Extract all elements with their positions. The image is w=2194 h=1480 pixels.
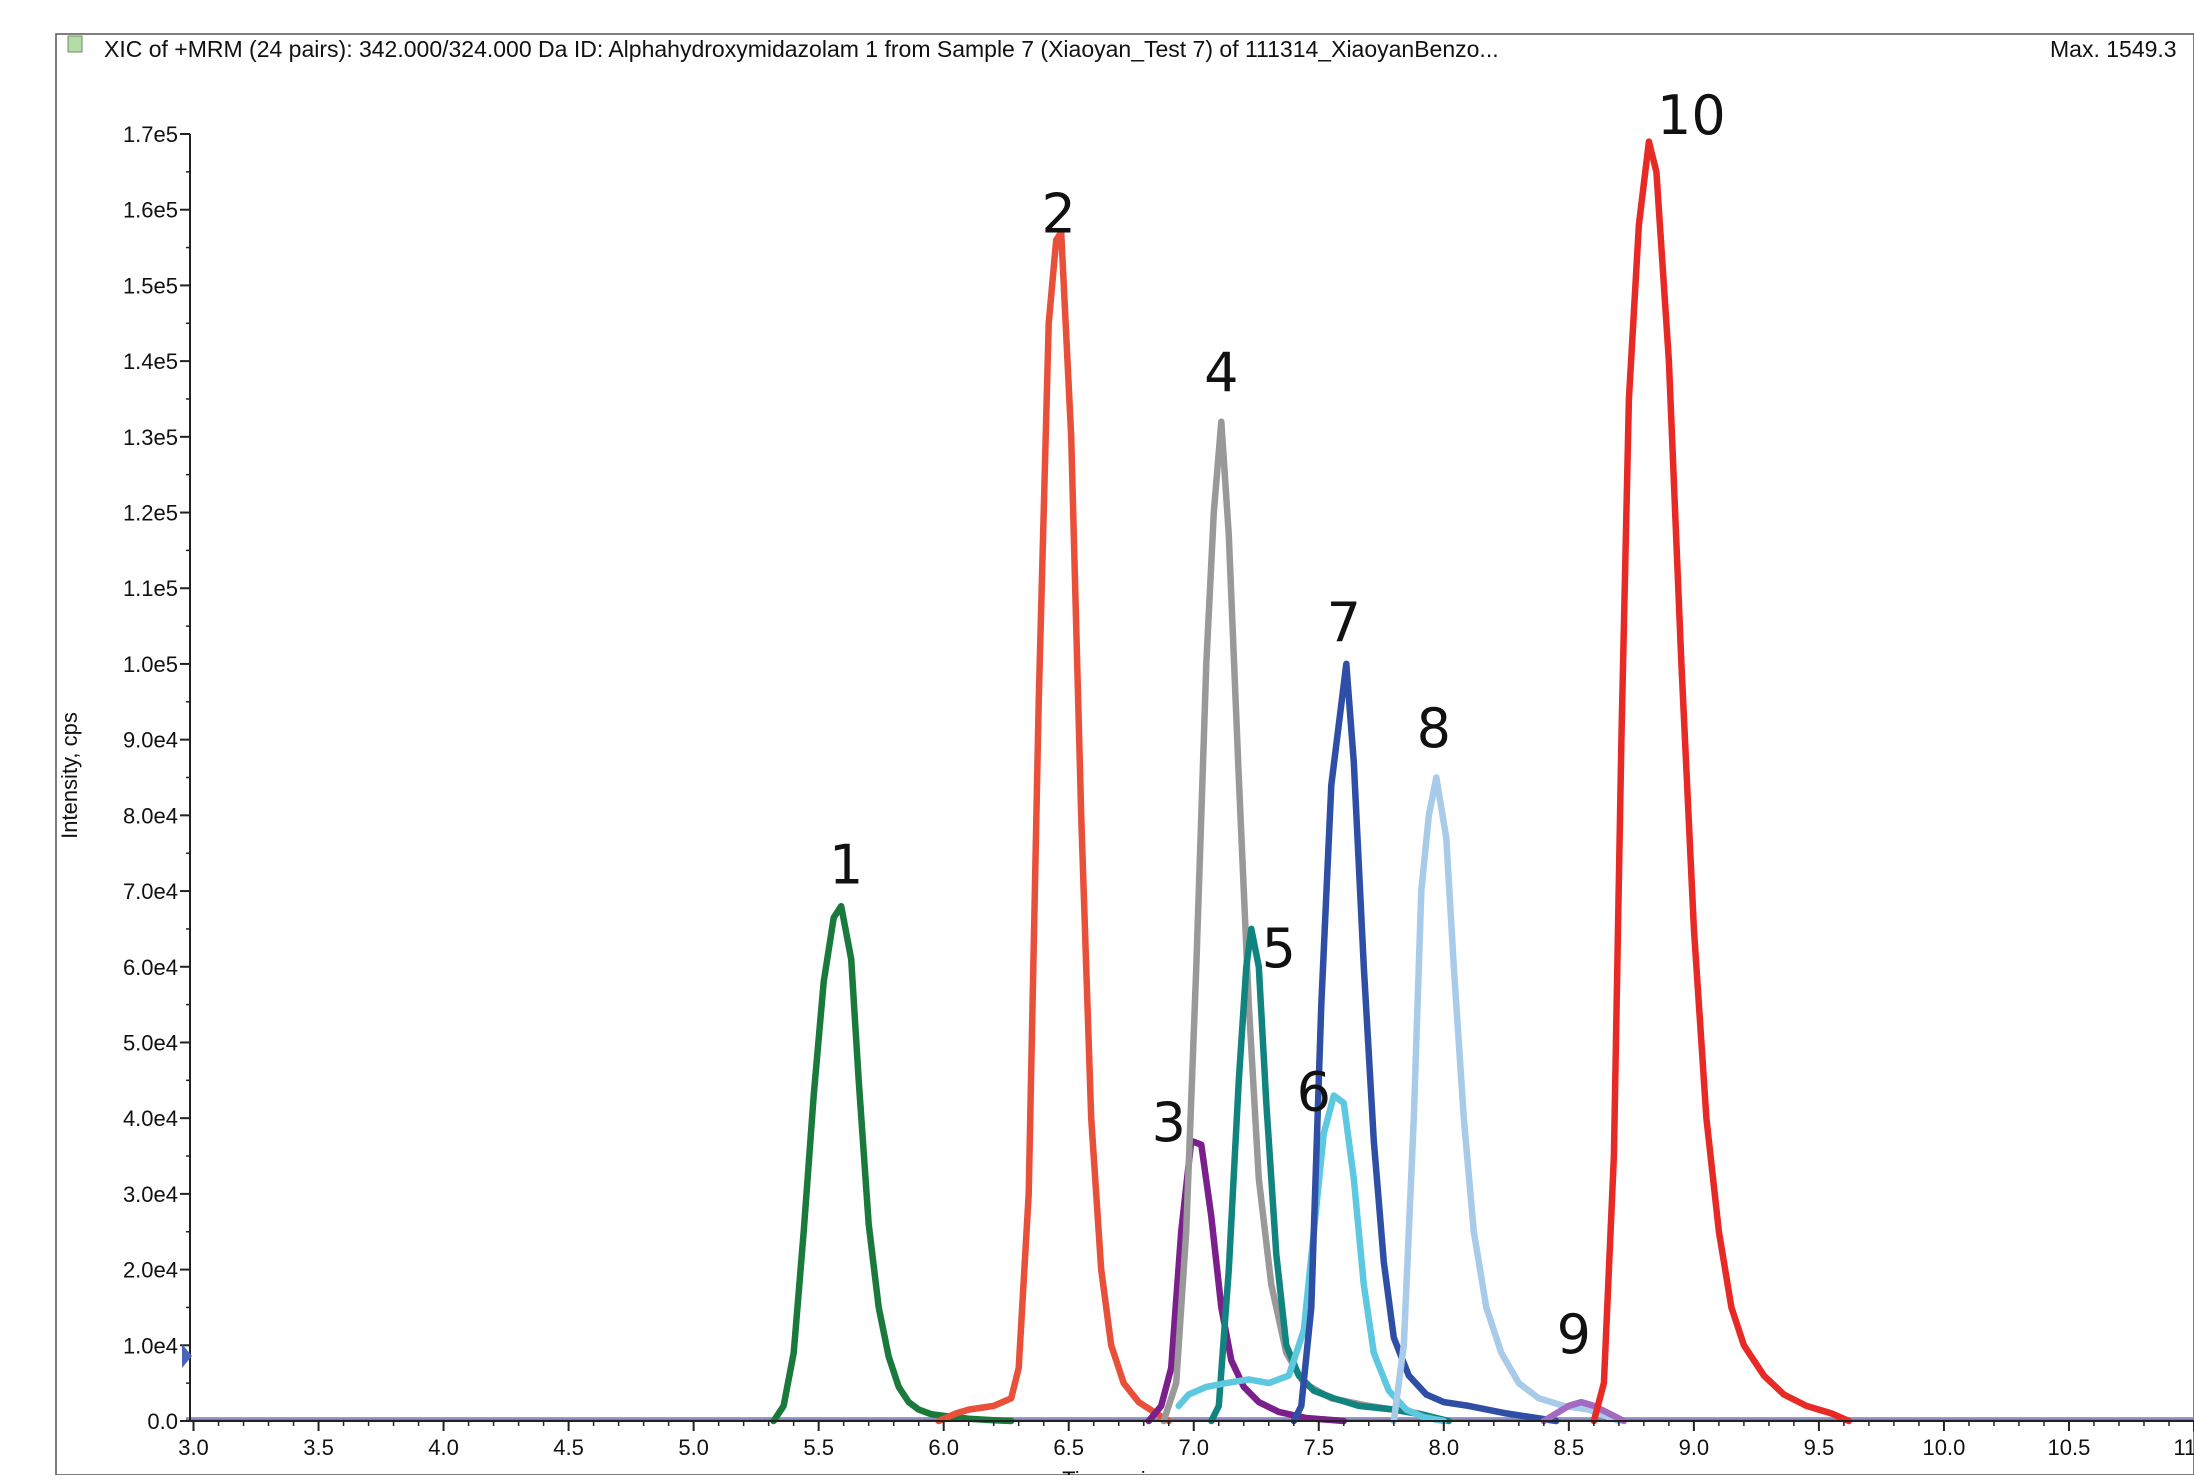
peak-label-4: 4	[1204, 341, 1238, 404]
x-tick-label: 4.5	[553, 1435, 584, 1460]
trace-peak-6	[1175, 1092, 1448, 1425]
trace-peak-5	[1208, 925, 1453, 1425]
y-tick-label: 1.5e5	[123, 273, 178, 298]
y-tick-label: 4.0e4	[123, 1106, 178, 1131]
peak-label-2: 2	[1042, 182, 1076, 245]
peak-label-6: 6	[1297, 1061, 1331, 1124]
trace-peak-10	[1590, 138, 1853, 1425]
axes: 3.0 3.5 4.0 4.5 5.0 5.5 6.0 6.5 7.0 7.5 8.0 8.5 9.0 9…	[123, 122, 2194, 1460]
x-tick-label: 4.0	[428, 1435, 459, 1460]
y-tick-label: 1.6e5	[123, 198, 178, 223]
y-tick-label: 1.7e5	[123, 122, 178, 147]
x-tick-label: 6.0	[928, 1435, 959, 1460]
y-tick-label: 8.0e4	[123, 803, 178, 828]
x-tick-label: 3.0	[178, 1435, 209, 1460]
y-axis-title: Intensity, cps	[57, 712, 82, 839]
y-tick-label: 0.0	[147, 1409, 178, 1434]
plot-frame	[55, 33, 2194, 1476]
peak-label-1: 1	[829, 833, 863, 896]
x-tick-label: 5.5	[803, 1435, 834, 1460]
y-tick-label: 7.0e4	[123, 879, 178, 904]
x-tick-label: 8.0	[1429, 1435, 1460, 1460]
y-tick-label: 5.0e4	[123, 1030, 178, 1055]
trace-peak-9	[1540, 1398, 1628, 1425]
trace-peak-8	[1390, 774, 1623, 1425]
x-tick-label: 8.5	[1554, 1435, 1585, 1460]
y-axis-ticks: 0.0 1.0e4 2.0e4 3.0e4 4.0e4 5.0e4 6.0e4 7.0e4 8.…	[123, 122, 190, 1434]
trace-color-swatch-icon	[67, 35, 83, 53]
x-tick-label: 7.5	[1303, 1435, 1334, 1460]
header-max-text: Max. 1549.3	[2050, 36, 2177, 62]
y-tick-label: 1.3e5	[123, 425, 178, 450]
x-tick-label: 9.0	[1679, 1435, 1710, 1460]
y-tick-label: 1.1e5	[123, 576, 178, 601]
trace-layer	[770, 138, 1853, 1425]
y-tick-label: 1.4e5	[123, 349, 178, 374]
y-tick-label: 1.0e5	[123, 652, 178, 677]
y-tick-label: 9.0e4	[123, 728, 178, 753]
peak-label-9: 9	[1557, 1303, 1591, 1366]
peak-labels: 1 2 3 4 5 6 78 9 10	[829, 84, 1726, 1366]
y-tick-label: 1.2e5	[123, 501, 178, 526]
y-tick-label: 1.0e4	[123, 1333, 178, 1358]
trace-peak-7	[1290, 660, 1560, 1425]
x-tick-label: 11.0	[2173, 1435, 2194, 1460]
baseline-traces	[186, 1417, 2194, 1421]
trace-peak-1	[770, 902, 1015, 1425]
header-title: XIC of +MRM (24 pairs): 342.000/324.000 …	[104, 36, 1499, 62]
x-tick-label: 10.5	[2048, 1435, 2091, 1460]
trace-peak-3	[1145, 1137, 1348, 1425]
peak-label-8: 8	[1417, 697, 1451, 760]
x-tick-label: 3.5	[303, 1435, 334, 1460]
y-tick-label: 2.0e4	[123, 1258, 178, 1283]
x-tick-label: 6.5	[1053, 1435, 1084, 1460]
y-tick-label: 6.0e4	[123, 955, 178, 980]
peak-label-10: 10	[1657, 84, 1726, 147]
peak-label-7: 7	[1327, 591, 1361, 654]
peak-label-3: 3	[1152, 1091, 1186, 1154]
x-axis-ticks: 3.0 3.5 4.0 4.5 5.0 5.5 6.0 6.5 7.0 7.5 8.0 8.5 9.0 9…	[178, 1421, 2194, 1460]
x-tick-label: 10.0	[1923, 1435, 1966, 1460]
trace-peak-2	[935, 229, 1172, 1425]
x-axis-title: Time, min	[1062, 1467, 1158, 1475]
x-tick-label: 7.0	[1178, 1435, 1209, 1460]
x-tick-label: 9.5	[1804, 1435, 1835, 1460]
peak-label-5: 5	[1262, 917, 1296, 980]
y-tick-label: 3.0e4	[123, 1182, 178, 1207]
x-tick-label: 5.0	[678, 1435, 709, 1460]
threshold-marker-icon[interactable]	[182, 1344, 192, 1368]
